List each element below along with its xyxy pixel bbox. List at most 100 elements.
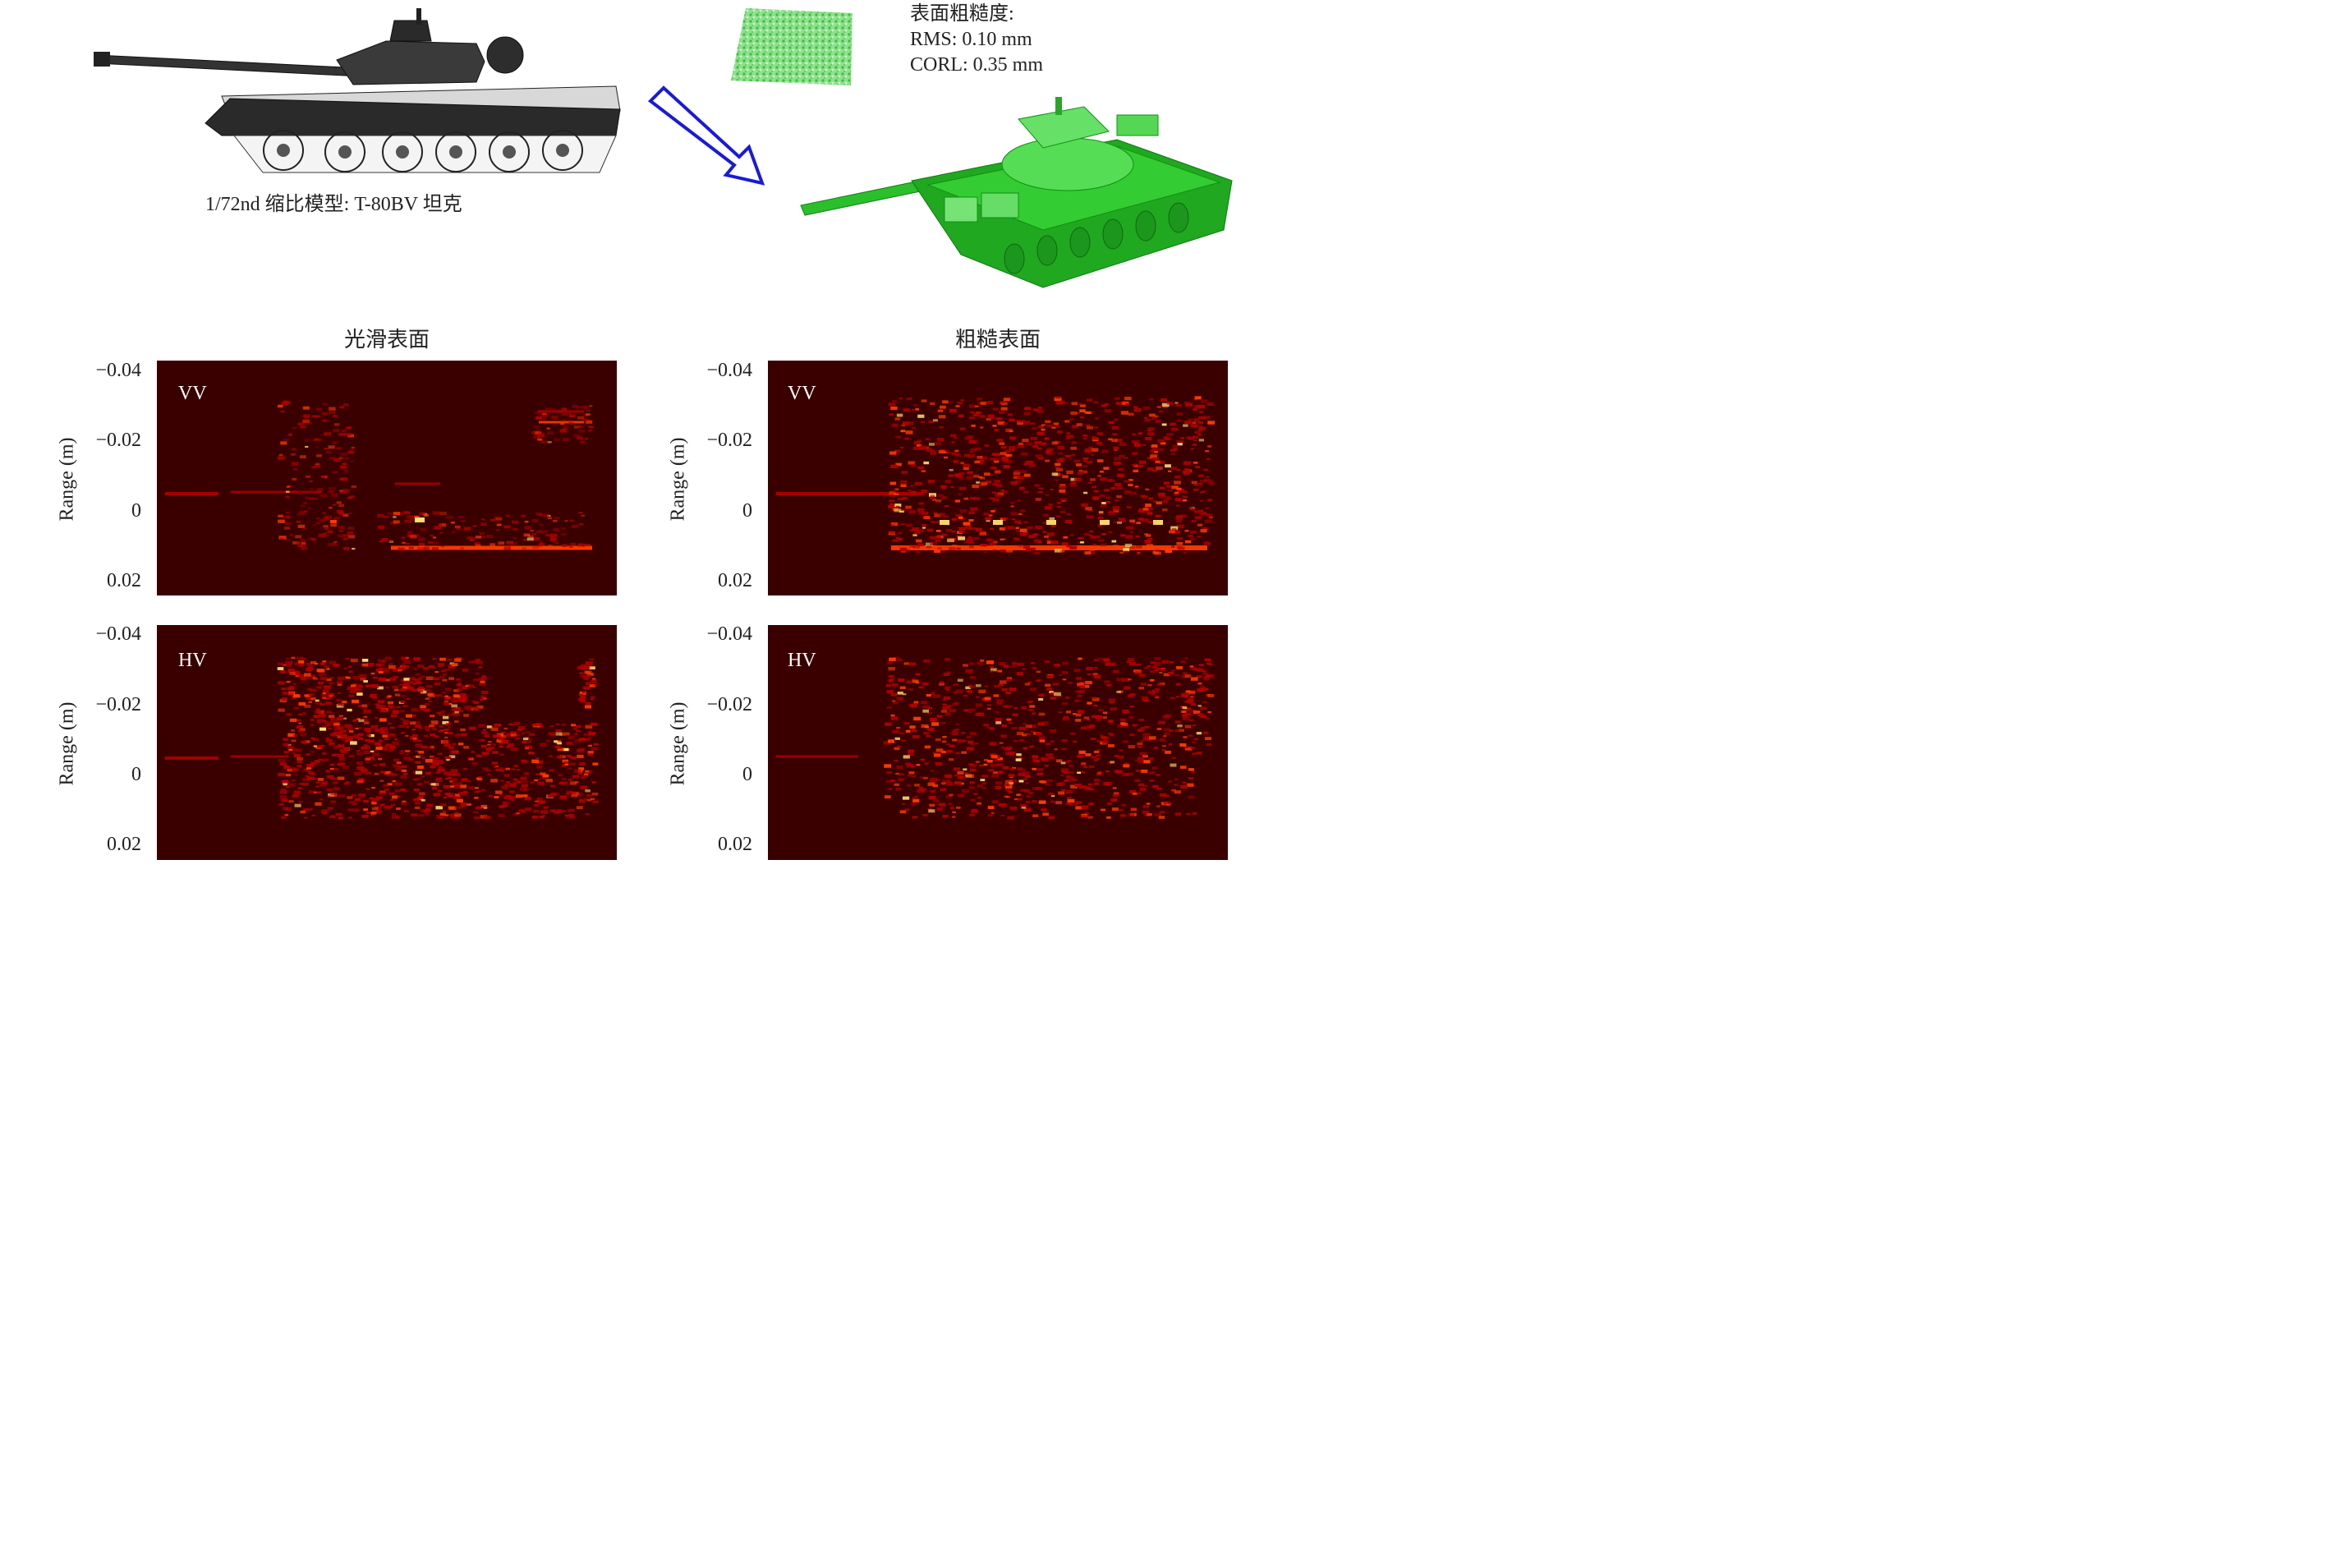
scatter-speckle — [1170, 453, 1175, 455]
scatter-speckle — [401, 769, 407, 772]
scatter-speckle — [550, 793, 557, 796]
scatter-speckle — [1085, 753, 1092, 756]
scatter-speckle — [1138, 718, 1144, 722]
scatter-speckle — [1205, 717, 1210, 720]
scatter-speckle — [1162, 715, 1170, 720]
scatter-speckle — [1156, 668, 1161, 670]
scatter-speckle — [1126, 506, 1132, 509]
scatter-speckle — [310, 761, 316, 765]
scatter-speckle — [911, 490, 917, 494]
scatter-speckle — [445, 669, 451, 671]
scatter-speckle — [902, 802, 906, 805]
scatter-speckle — [1189, 665, 1194, 668]
scatter-speckle — [971, 809, 978, 812]
scatter-speckle — [557, 809, 564, 813]
scatter-speckle — [914, 784, 920, 787]
scatter-speckle — [310, 688, 317, 692]
scatter-speckle — [1050, 692, 1057, 696]
scatter-speckle — [972, 484, 980, 489]
scatter-speckle — [1076, 412, 1080, 415]
scatter-speckle — [1189, 508, 1196, 511]
scatter-line — [165, 756, 218, 760]
scatter-speckle — [1132, 793, 1138, 795]
scatter-speckle — [969, 416, 975, 420]
scatter-speckle — [457, 743, 464, 746]
scatter-speckle — [912, 816, 918, 819]
scatter-speckle — [1158, 461, 1165, 464]
scatter-speckle — [1150, 454, 1158, 458]
scatter-speckle — [1049, 729, 1057, 733]
scatter-speckle — [1142, 810, 1150, 814]
scatter-speckle — [393, 675, 398, 679]
scatter-speckle — [332, 731, 338, 734]
scatter-speckle — [1168, 780, 1173, 783]
scatter-speckle — [384, 770, 391, 775]
scatter-speckle — [967, 740, 974, 744]
scatter-speckle — [411, 708, 419, 712]
scatter-speckle — [1149, 779, 1154, 782]
scatter-speckle — [294, 706, 300, 710]
scatter-speckle — [986, 760, 993, 763]
scatter-speckle — [482, 767, 489, 770]
scatter-speckle — [458, 806, 464, 809]
scatter-speckle — [315, 462, 320, 466]
scatter-speckle — [1101, 808, 1105, 812]
scatter-speckle — [1073, 669, 1081, 673]
scatter-speckle — [361, 814, 369, 818]
scatter-speckle — [1070, 477, 1077, 481]
scatter-speckle — [1128, 478, 1133, 481]
scatter-speckle — [1039, 490, 1043, 494]
scatter-speckle — [937, 547, 942, 550]
scatter-speckle — [1004, 526, 1010, 529]
scatter-speckle — [445, 777, 449, 780]
scatter-speckle — [398, 724, 405, 728]
scatter-speckle — [348, 670, 353, 674]
scatter-speckle — [1198, 664, 1204, 667]
scatter-speckle — [327, 788, 333, 792]
scatter-speckle — [1042, 531, 1047, 533]
scatter-speckle — [1166, 433, 1174, 437]
scatter-speckle — [1108, 510, 1115, 514]
scatter-speckle — [330, 792, 338, 796]
scatter-speckle — [1051, 441, 1059, 445]
scatter-speckle — [923, 461, 930, 465]
scatter-speckle — [480, 522, 487, 526]
scatter-speckle — [963, 467, 969, 471]
scatter-speckle — [1154, 415, 1159, 418]
scatter-speckle — [495, 790, 503, 794]
scatter-speckle — [321, 693, 328, 697]
scatter-speckle — [540, 432, 545, 435]
scatter-speckle — [902, 796, 910, 800]
scatter-speckle — [1114, 457, 1121, 461]
scatter-speckle — [350, 690, 356, 693]
scatter-speckle — [1019, 420, 1025, 423]
scatter-speckle — [1176, 665, 1183, 669]
scatter-speckle — [388, 746, 395, 750]
scatter-speckle — [1186, 436, 1192, 439]
scatter-speckle — [1001, 456, 1009, 461]
scatter-speckle — [344, 457, 349, 460]
scatter-speckle — [574, 738, 581, 743]
scatter-speckle — [1077, 710, 1085, 714]
scatter-speckle — [499, 734, 507, 738]
scatter-speckle — [1135, 769, 1141, 772]
scatter-speckle — [432, 759, 437, 762]
scatter-speckle — [298, 674, 306, 678]
scatter-speckle — [421, 690, 427, 694]
scatter-speckle — [963, 463, 970, 467]
scatter-speckle — [889, 657, 896, 661]
scatter-speckle — [969, 451, 974, 453]
scatter-speckle — [327, 692, 335, 697]
scatter-speckle — [1206, 674, 1215, 678]
scatter-speckle — [421, 799, 425, 802]
scatter-speckle — [568, 412, 572, 415]
scatter-speckle — [316, 415, 321, 418]
scatter-speckle — [524, 788, 530, 791]
scatter-speckle — [347, 665, 352, 668]
scatter-speckle — [1017, 476, 1025, 480]
scatter-speckle — [894, 417, 900, 421]
scatter-speckle — [319, 783, 327, 787]
scatter-speckle — [545, 407, 552, 411]
scatter-speckle — [922, 511, 929, 515]
scatter-speckle — [1155, 549, 1161, 552]
